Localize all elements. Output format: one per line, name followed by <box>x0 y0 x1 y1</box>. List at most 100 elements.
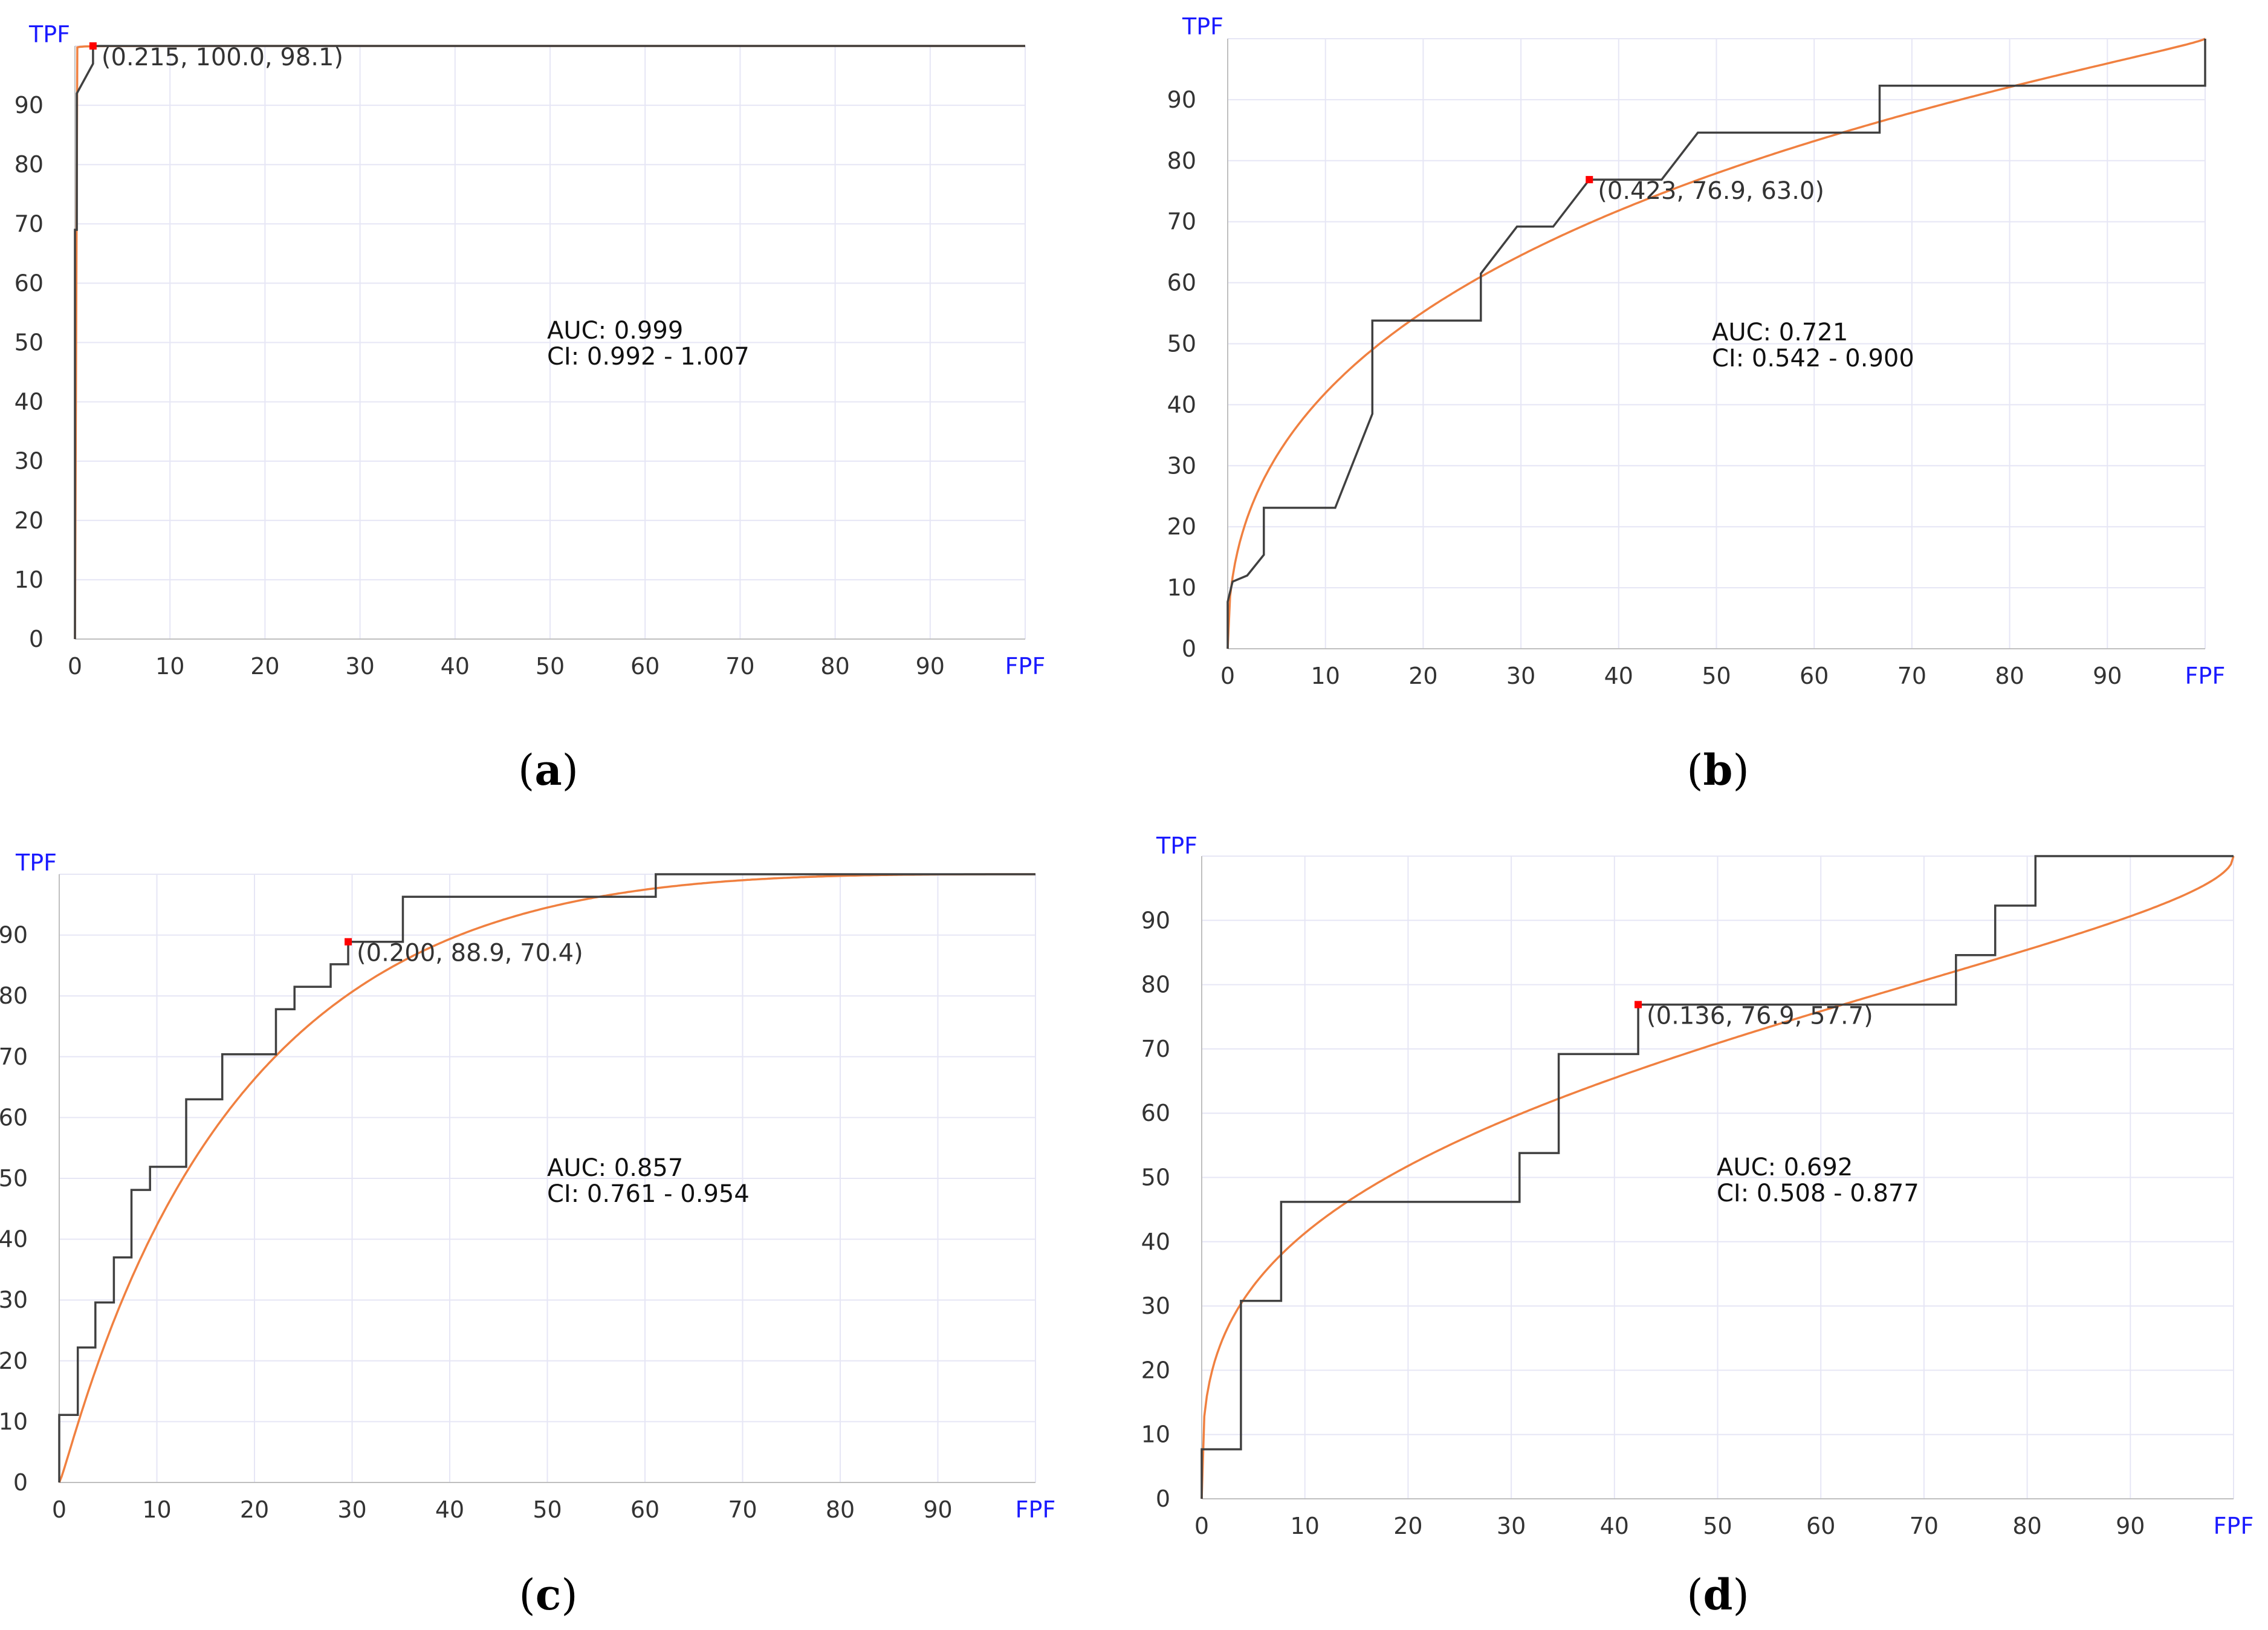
y-tick-label: 20 <box>0 1348 28 1374</box>
x-tick-label: 80 <box>826 1496 855 1523</box>
y-tick-label: 0 <box>1182 635 1196 662</box>
y-tick-label: 80 <box>1167 148 1196 174</box>
y-axis-label: TPF <box>1156 833 1197 859</box>
cutoff-label: (0.423, 76.9, 63.0) <box>1598 177 1824 205</box>
ci-annotation: CI: 0.542 - 0.900 <box>1712 345 1914 372</box>
y-axis-label: TPF <box>28 21 70 48</box>
x-tick-label: 60 <box>1806 1513 1835 1539</box>
y-tick-label: 50 <box>15 330 44 356</box>
y-tick-label: 70 <box>1167 209 1196 235</box>
empirical-roc-curve <box>1200 855 2234 1499</box>
x-tick-label: 0 <box>1220 663 1235 689</box>
y-tick-label: 10 <box>0 1408 28 1435</box>
roc-panel-a: 0 10 20 30 40 50 60 70 80 90 0 10 20 30 40 50 60 70 80 90 FP… <box>15 21 1046 795</box>
y-tick-label: 20 <box>1167 513 1196 540</box>
y-tick-label: 60 <box>15 270 44 296</box>
cutoff-label: (0.215, 100.0, 98.1) <box>102 44 343 71</box>
fitted-roc-curve <box>1226 37 2206 649</box>
roc-panel-b: 0 10 20 30 40 50 60 70 80 90 0 10 20 30 40 50 60 70 80 90 FP… <box>1167 13 2226 795</box>
empirical-roc-curve <box>1226 39 2206 649</box>
y-tick-label: 30 <box>0 1287 28 1313</box>
auc-annotation: AUC: 0.999 <box>547 317 683 345</box>
y-tick-label: 60 <box>1141 1100 1170 1126</box>
y-tick-label: 10 <box>15 567 44 593</box>
auc-annotation: AUC: 0.721 <box>1712 319 1848 346</box>
x-tick-label: 70 <box>725 653 754 680</box>
y-tick-label: 70 <box>1141 1036 1170 1062</box>
auc-annotation: AUC: 0.692 <box>1717 1154 1853 1181</box>
x-tick-label: 30 <box>337 1496 366 1523</box>
y-tick-label: 80 <box>1141 972 1170 998</box>
y-tick-label: 10 <box>1141 1421 1170 1448</box>
x-axis-label: FPF <box>2214 1513 2254 1539</box>
y-tick-label: 30 <box>15 448 44 475</box>
grid-lines <box>1228 38 2206 649</box>
x-tick-label: 80 <box>820 653 849 680</box>
x-tick-label: 30 <box>1497 1513 1526 1539</box>
y-tick-label: 90 <box>15 92 44 119</box>
x-tick-label: 10 <box>1291 1513 1320 1539</box>
x-tick-label: 30 <box>345 653 374 680</box>
y-axis-label: TPF <box>15 849 57 876</box>
x-tick-label: 0 <box>68 653 82 680</box>
y-tick-label: 0 <box>1156 1486 1170 1512</box>
x-tick-label: 90 <box>2116 1513 2145 1539</box>
y-tick-label: 90 <box>1167 86 1196 113</box>
grid-lines <box>75 45 1026 639</box>
y-tick-label: 60 <box>0 1104 28 1131</box>
y-tick-label: 90 <box>0 922 28 949</box>
cutoff-label: (0.136, 76.9, 57.7) <box>1647 1002 1873 1030</box>
y-tick-label: 80 <box>15 151 44 178</box>
x-tick-label: 20 <box>1408 663 1437 689</box>
panel-caption: (b) <box>1686 745 1749 795</box>
y-tick-label: 30 <box>1167 452 1196 479</box>
fitted-roc-curve <box>1200 856 2235 1499</box>
x-tick-label: 20 <box>240 1496 269 1523</box>
x-tick-label: 10 <box>155 653 184 680</box>
empirical-roc-curve <box>58 873 1035 1482</box>
x-tick-label: 60 <box>630 653 659 680</box>
y-tick-label: 40 <box>0 1226 28 1253</box>
x-tick-label: 60 <box>630 1496 659 1523</box>
x-tick-label: 30 <box>1506 663 1535 689</box>
y-tick-label: 20 <box>1141 1357 1170 1383</box>
x-tick-label: 80 <box>2012 1513 2041 1539</box>
x-tick-label: 10 <box>142 1496 171 1523</box>
x-tick-label: 60 <box>1800 663 1829 689</box>
y-tick-label: 40 <box>15 389 44 415</box>
x-tick-label: 90 <box>2093 663 2122 689</box>
y-tick-label: 50 <box>1167 331 1196 357</box>
y-tick-label: 10 <box>1167 574 1196 601</box>
y-tick-label: 80 <box>0 982 28 1009</box>
panel-caption: (c) <box>519 1570 577 1620</box>
x-tick-label: 70 <box>1910 1513 1939 1539</box>
x-tick-label: 50 <box>1703 1513 1732 1539</box>
x-tick-label: 70 <box>728 1496 757 1523</box>
cutoff-label: (0.200, 88.9, 70.4) <box>357 940 583 967</box>
cutoff-point <box>89 42 97 50</box>
x-tick-label: 40 <box>1604 663 1633 689</box>
x-axis-label: FPF <box>1005 653 1046 680</box>
y-tick-label: 40 <box>1167 391 1196 418</box>
ci-annotation: CI: 0.992 - 1.007 <box>547 343 750 371</box>
y-tick-label: 50 <box>1141 1164 1170 1191</box>
x-tick-label: 40 <box>1600 1513 1629 1539</box>
y-axis-label: TPF <box>1182 13 1223 40</box>
cutoff-point <box>1635 1001 1642 1008</box>
y-tick-label: 70 <box>0 1044 28 1070</box>
x-tick-label: 20 <box>1393 1513 1422 1539</box>
y-tick-label: 60 <box>1167 270 1196 296</box>
x-tick-label: 20 <box>250 653 279 680</box>
roc-panel-c: 0 10 20 30 40 50 60 70 80 90 0 10 20 30 40 50 60 70 80 90 FP… <box>0 849 1055 1620</box>
panel-caption: (d) <box>1686 1570 1749 1620</box>
x-tick-label: 40 <box>441 653 470 680</box>
y-tick-label: 30 <box>1141 1293 1170 1319</box>
x-tick-label: 50 <box>533 1496 562 1523</box>
y-tick-label: 20 <box>15 507 44 534</box>
x-tick-label: 90 <box>916 653 945 680</box>
x-tick-label: 80 <box>1995 663 2024 689</box>
y-tick-label: 40 <box>1141 1229 1170 1255</box>
y-tick-label: 70 <box>15 210 44 237</box>
x-tick-label: 40 <box>435 1496 464 1523</box>
